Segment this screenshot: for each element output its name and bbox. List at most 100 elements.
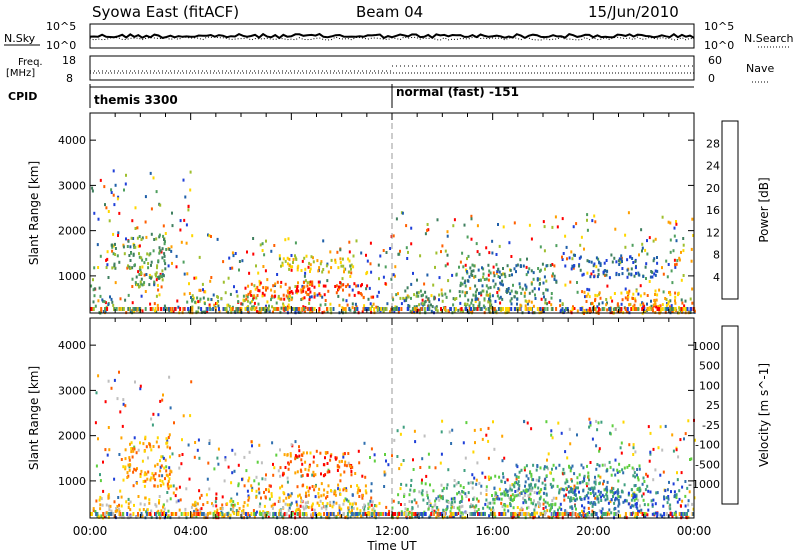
velocity-echo-cell xyxy=(550,503,553,507)
power-echo-cell xyxy=(100,309,103,313)
power-echo-cell xyxy=(455,272,458,276)
velocity-echo-cell xyxy=(671,433,674,437)
power-echo-cell xyxy=(319,303,322,307)
velocity-echo-cell xyxy=(295,508,298,512)
velocity-echo-cell xyxy=(237,482,240,486)
power-echo-cell xyxy=(261,291,264,295)
power-echo-cell xyxy=(496,270,499,273)
velocity-echo-cell xyxy=(98,498,101,502)
power-echo-cell xyxy=(639,294,642,298)
velocity-echo-cell xyxy=(547,515,550,519)
velocity-echo-cell xyxy=(468,498,470,502)
power-echo-cell xyxy=(554,215,557,219)
velocity-echo-cell xyxy=(543,487,546,490)
power-echo-cell xyxy=(126,266,129,270)
power-echo-cell xyxy=(574,253,576,257)
velocity-echo-cell xyxy=(191,503,194,507)
velocity-echo-cell xyxy=(503,512,506,516)
velocity-echo-cell xyxy=(343,463,346,467)
velocity-echo-cell xyxy=(100,497,103,501)
velocity-echo-cell xyxy=(611,424,614,428)
velocity-echo-cell xyxy=(653,512,655,516)
velocity-echo-cell xyxy=(128,456,131,460)
velocity-echo-cell xyxy=(575,507,577,511)
velocity-echo-cell xyxy=(232,505,235,509)
power-echo-cell xyxy=(107,276,110,279)
power-echo-cell xyxy=(409,309,412,313)
velocity-echo-cell xyxy=(262,512,265,516)
power-echo-cell xyxy=(515,264,518,268)
velocity-echo-cell xyxy=(119,489,122,493)
velocity-echo-cell xyxy=(651,504,654,508)
power-echo-cell xyxy=(322,239,325,243)
velocity-echo-cell xyxy=(127,506,130,509)
power-echo-cell xyxy=(277,307,280,311)
power-echo-cell xyxy=(124,182,127,186)
velocity-echo-cell xyxy=(413,429,416,433)
power-echo-cell xyxy=(378,277,380,281)
power-echo-cell xyxy=(301,284,304,288)
velocity-echo-cell xyxy=(547,452,550,456)
power-echo-cell xyxy=(426,307,429,311)
velocity-echo-cell xyxy=(666,488,669,492)
velocity-echo-cell xyxy=(595,419,598,423)
velocity-echo-cell xyxy=(369,456,371,459)
power-echo-cell xyxy=(649,275,652,279)
velocity-echo-cell xyxy=(592,487,595,491)
power-echo-cell xyxy=(286,305,289,309)
power-echo-cell xyxy=(125,173,127,177)
power-echo-cell xyxy=(413,310,415,314)
velocity-echo-cell xyxy=(330,489,332,492)
velocity-echo-cell xyxy=(672,449,675,453)
power-echo-cell xyxy=(320,260,323,264)
power-echo-cell xyxy=(326,307,328,311)
velocity-echo-cell xyxy=(565,493,567,497)
power-echo-cell xyxy=(474,284,477,288)
velocity-echo-cell xyxy=(676,478,679,482)
velocity-echo-cell xyxy=(561,487,564,491)
velocity-echo-cell xyxy=(470,481,473,485)
velocity-echo-cell xyxy=(477,512,479,516)
velocity-echo-cell xyxy=(619,446,622,450)
velocity-echo-cell xyxy=(242,504,245,508)
velocity-echo-cell xyxy=(551,512,554,516)
power-echo-cell xyxy=(265,304,267,308)
velocity-echo-cell xyxy=(250,512,253,516)
velocity-echo-cell xyxy=(564,509,567,513)
velocity-echo-cell xyxy=(492,501,495,505)
velocity-echo-cell xyxy=(525,464,528,468)
freq-panel: Freq. [MHz] 18 8 60 0 Nave xyxy=(6,54,774,85)
velocity-echo-cell xyxy=(420,491,423,495)
velocity-echo-cell xyxy=(347,461,350,465)
power-echo-cell xyxy=(263,293,266,297)
velocity-echo-cell xyxy=(99,503,102,507)
power-echo-cell xyxy=(551,225,554,229)
power-echo-cell xyxy=(633,274,636,278)
velocity-echo-cell xyxy=(109,512,112,516)
velocity-echo-cell xyxy=(490,476,492,480)
velocity-echo-cell xyxy=(248,450,251,454)
velocity-echo-cell xyxy=(688,490,691,494)
power-echo-cell xyxy=(615,273,618,277)
power-echo-cell xyxy=(241,302,244,306)
power-echo-cell xyxy=(135,283,138,287)
velocity-echo-cell xyxy=(470,503,473,507)
power-echo-cell xyxy=(459,284,462,288)
power-echo-cell xyxy=(490,306,493,310)
power-echo-cell xyxy=(256,310,258,314)
velocity-echo-cell xyxy=(606,490,608,494)
velocity-echo-cell xyxy=(161,512,164,516)
velocity-echo-cell xyxy=(126,471,129,475)
velocity-echo-cell xyxy=(133,445,136,449)
power-echo-cell xyxy=(247,284,250,288)
power-echo-cell xyxy=(515,307,518,311)
velocity-echo-cell xyxy=(230,503,233,507)
velocity-echo-cell xyxy=(485,485,488,489)
velocity-echo-cell xyxy=(485,488,488,492)
velocity-echo-cell xyxy=(259,502,262,506)
velocity-echo-cell xyxy=(671,514,674,518)
velocity-echo-cell xyxy=(583,474,586,478)
power-echo-cell xyxy=(641,242,644,246)
power-echo-cell xyxy=(119,297,122,301)
velocity-echo-cell xyxy=(342,488,345,492)
